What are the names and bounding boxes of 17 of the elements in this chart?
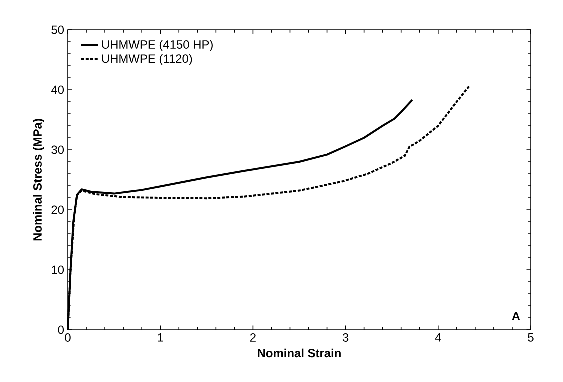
x-tick-label: 0 xyxy=(65,334,71,342)
y-tick-label: 20 xyxy=(52,206,64,214)
y-tick-label: 50 xyxy=(52,26,64,34)
legend-label: UHMWPE (4150 HP) xyxy=(102,40,213,52)
x-tick-label: 5 xyxy=(528,334,534,342)
y-tick-label: 10 xyxy=(52,266,64,274)
x-tick-label: 4 xyxy=(435,334,442,342)
legend-label: UHMWPE (1120) xyxy=(102,54,192,66)
y-tick-label: 40 xyxy=(51,86,64,94)
annotation: A xyxy=(512,312,520,320)
x-tick-label: 1 xyxy=(158,334,164,342)
y-axis-title: Nominal Stress (MPa) xyxy=(33,119,44,241)
x-tick-label: 3 xyxy=(342,334,349,342)
x-tick-label: 2 xyxy=(250,334,256,342)
y-tick-label: 0 xyxy=(58,326,64,334)
x-axis-title: Nominal Strain xyxy=(258,348,341,358)
y-tick-label: 30 xyxy=(52,146,64,154)
